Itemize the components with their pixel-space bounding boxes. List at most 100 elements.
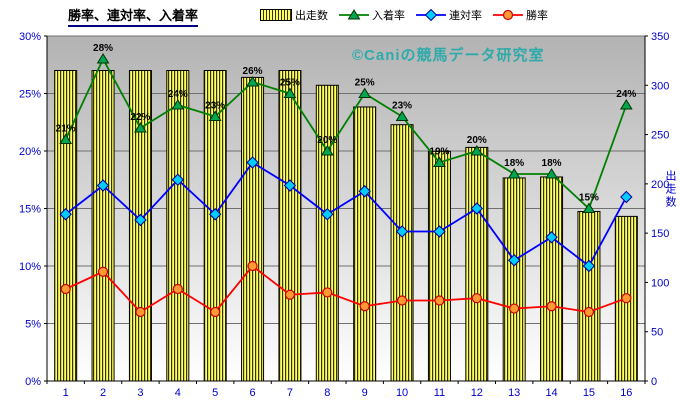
left-tick-label: 30%: [19, 31, 41, 43]
right-tick-label: 200: [651, 179, 669, 191]
data-label: 18%: [542, 158, 562, 169]
x-tick-label: 5: [212, 387, 218, 399]
triangle-marker: [347, 9, 361, 20]
circle-marker: [396, 295, 408, 306]
left-tick-label: 20%: [19, 146, 41, 158]
bar: [502, 177, 526, 382]
legend-item-quinella-rate: 連対率: [416, 7, 482, 23]
triangle-marker: [246, 76, 259, 87]
right-tick-label: 250: [651, 130, 669, 142]
chart-legend: 出走数 入着率 連対率 勝率: [260, 7, 548, 23]
left-tick-label: 0%: [25, 376, 41, 388]
diamond-marker-icon: [416, 9, 446, 21]
data-label: 26%: [243, 66, 263, 77]
diamond-marker: [358, 185, 371, 198]
right-tick-label: 100: [651, 277, 669, 289]
legend-item-win-rate: 勝率: [493, 7, 548, 23]
triangle-marker: [507, 168, 521, 179]
data-label: 22%: [130, 112, 150, 123]
data-label: 23%: [205, 101, 225, 112]
data-label: 24%: [168, 89, 188, 100]
x-tick-label: 2: [100, 387, 106, 399]
chart-title: 勝率、連対率、入着率: [68, 5, 199, 27]
triangle-marker: [395, 110, 409, 121]
triangle-marker: [358, 87, 372, 98]
diamond-marker: [470, 202, 484, 215]
circle-marker: [60, 283, 71, 295]
bar: [427, 150, 451, 382]
bar: [241, 76, 265, 382]
triangle-marker-icon: [339, 9, 369, 20]
data-label: 19%: [429, 147, 449, 158]
circle-marker: [509, 303, 520, 314]
triangle-marker: [134, 122, 147, 133]
data-label: 20%: [467, 135, 487, 146]
legend-label-starts: 出走数: [295, 10, 328, 22]
triangle-marker: [96, 53, 110, 64]
watermark: ©Caniの競馬データ研究室: [352, 47, 545, 64]
data-label: 20%: [317, 135, 337, 146]
x-tick-label: 6: [250, 387, 256, 399]
left-tick-label: 15%: [19, 204, 41, 216]
diamond-marker: [246, 156, 259, 169]
circle-marker: [359, 301, 370, 312]
data-label: 28%: [93, 43, 113, 54]
data-label: 15%: [579, 193, 599, 204]
circle-marker: [583, 306, 595, 318]
circle-marker: [210, 306, 221, 318]
bar: [278, 70, 302, 382]
bar: [577, 210, 601, 382]
data-label: 25%: [355, 78, 375, 89]
triangle-marker: [470, 145, 484, 156]
line-circle: [65, 264, 627, 314]
circle-marker: [135, 306, 146, 318]
right-tick-label: 150: [651, 228, 669, 240]
x-tick-label: 14: [545, 387, 557, 399]
triangle-marker: [208, 110, 222, 121]
legend-item-place-rate: 入着率: [339, 7, 405, 23]
left-tick-label: 10%: [19, 261, 41, 273]
data-label: 21%: [56, 124, 76, 135]
x-tick-label: 9: [362, 387, 368, 399]
legend-label-place-rate: 入着率: [372, 10, 405, 22]
triangle-marker: [59, 133, 73, 144]
circle-marker: [621, 293, 632, 304]
circle-marker: [284, 289, 296, 300]
bar-swatch-icon: [260, 9, 292, 21]
circle-marker: [97, 266, 109, 277]
triangle-marker: [320, 145, 334, 156]
diamond-marker: [283, 179, 297, 192]
x-tick-label: 15: [583, 387, 595, 399]
circle-marker: [502, 9, 514, 21]
data-label: 25%: [280, 78, 300, 89]
x-tick-label: 10: [396, 387, 408, 399]
x-tick-label: 12: [471, 387, 483, 399]
bar: [353, 106, 377, 382]
x-tick-label: 11: [434, 387, 445, 399]
legend-item-starts: 出走数: [260, 7, 328, 23]
diamond-marker: [582, 259, 596, 273]
triangle-marker: [433, 156, 446, 167]
triangle-marker: [283, 87, 297, 98]
bar: [540, 176, 564, 382]
diamond-marker: [545, 231, 558, 244]
diamond-marker: [59, 208, 72, 221]
x-tick-label: 13: [508, 387, 520, 399]
legend-label-quinella-rate: 連対率: [449, 10, 482, 22]
triangle-marker: [171, 99, 185, 110]
x-tick-label: 7: [287, 387, 293, 399]
diamond-marker: [321, 208, 334, 221]
bar: [315, 84, 339, 382]
circle-marker: [471, 293, 482, 304]
right-axis-title: 出走数: [664, 170, 676, 209]
x-tick-label: 1: [63, 387, 69, 399]
x-tick-label: 3: [137, 387, 143, 399]
x-tick-label: 8: [324, 387, 330, 399]
diamond-marker: [507, 254, 521, 267]
legend-label-win-rate: 勝率: [526, 10, 548, 22]
diamond-marker: [96, 179, 110, 192]
circle-marker: [322, 287, 333, 298]
data-label: 23%: [392, 101, 412, 112]
bar: [166, 70, 190, 382]
